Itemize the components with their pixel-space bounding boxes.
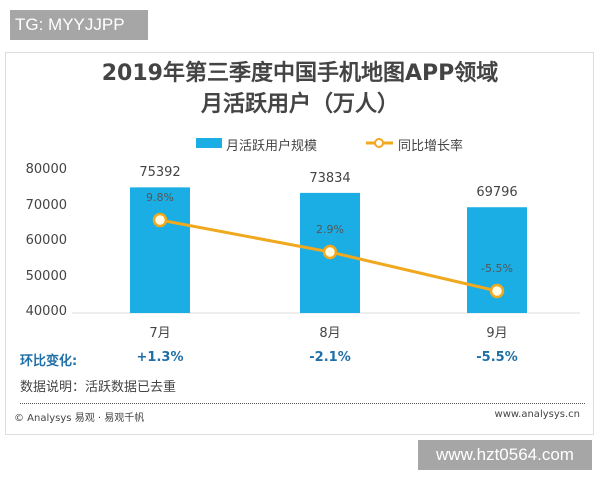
bar-value-label: 73834 xyxy=(309,170,351,186)
mom-value: -2.1% xyxy=(309,350,351,365)
y-tick-label: 60000 xyxy=(25,233,67,248)
growth-label: 2.9% xyxy=(316,223,344,237)
bar-value-label: 69796 xyxy=(476,185,518,201)
bar-value-label: 75392 xyxy=(139,165,181,181)
growth-point xyxy=(489,283,505,299)
growth-label: 9.8% xyxy=(146,191,174,204)
mom-label: 环比变化: xyxy=(20,354,78,369)
watermark-tg: TG: MYYJJPP xyxy=(10,10,148,40)
mom-value: -5.5% xyxy=(476,350,518,365)
footer-right: www.analysys.cn xyxy=(494,409,580,420)
y-tick-label: 70000 xyxy=(25,197,67,213)
y-tick-label: 50000 xyxy=(25,268,67,284)
chart-title-line2: 月活跃用户（万人） xyxy=(200,92,399,117)
chart-title-line1: 2019年第三季度中国手机地图APP领域 xyxy=(101,61,499,86)
divider xyxy=(20,403,585,404)
legend-line-label: 同比增长率 xyxy=(398,139,464,154)
growth-point xyxy=(322,244,338,260)
x-tick-label: 8月 xyxy=(319,326,341,341)
legend-bar-label: 月活跃用户规模 xyxy=(226,139,318,154)
y-tick-label: 40000 xyxy=(25,304,67,319)
growth-label: -5.5% xyxy=(481,261,513,275)
legend-bar-swatch xyxy=(196,138,222,148)
chart-frame xyxy=(5,52,594,435)
bar-7月 xyxy=(130,187,190,313)
x-tick-label: 9月 xyxy=(486,326,508,341)
y-tick-label: 80000 xyxy=(25,162,67,177)
x-tick-label: 7月 xyxy=(149,326,171,341)
mom-value: +1.3% xyxy=(136,350,184,365)
footer-left: © Analysys 易观 · 易观千帆 xyxy=(14,413,145,424)
data-note: 数据说明：活跃数据已去重 xyxy=(20,380,177,395)
growth-point xyxy=(152,212,168,228)
watermark-site: www.hzt0564.com xyxy=(418,440,592,470)
